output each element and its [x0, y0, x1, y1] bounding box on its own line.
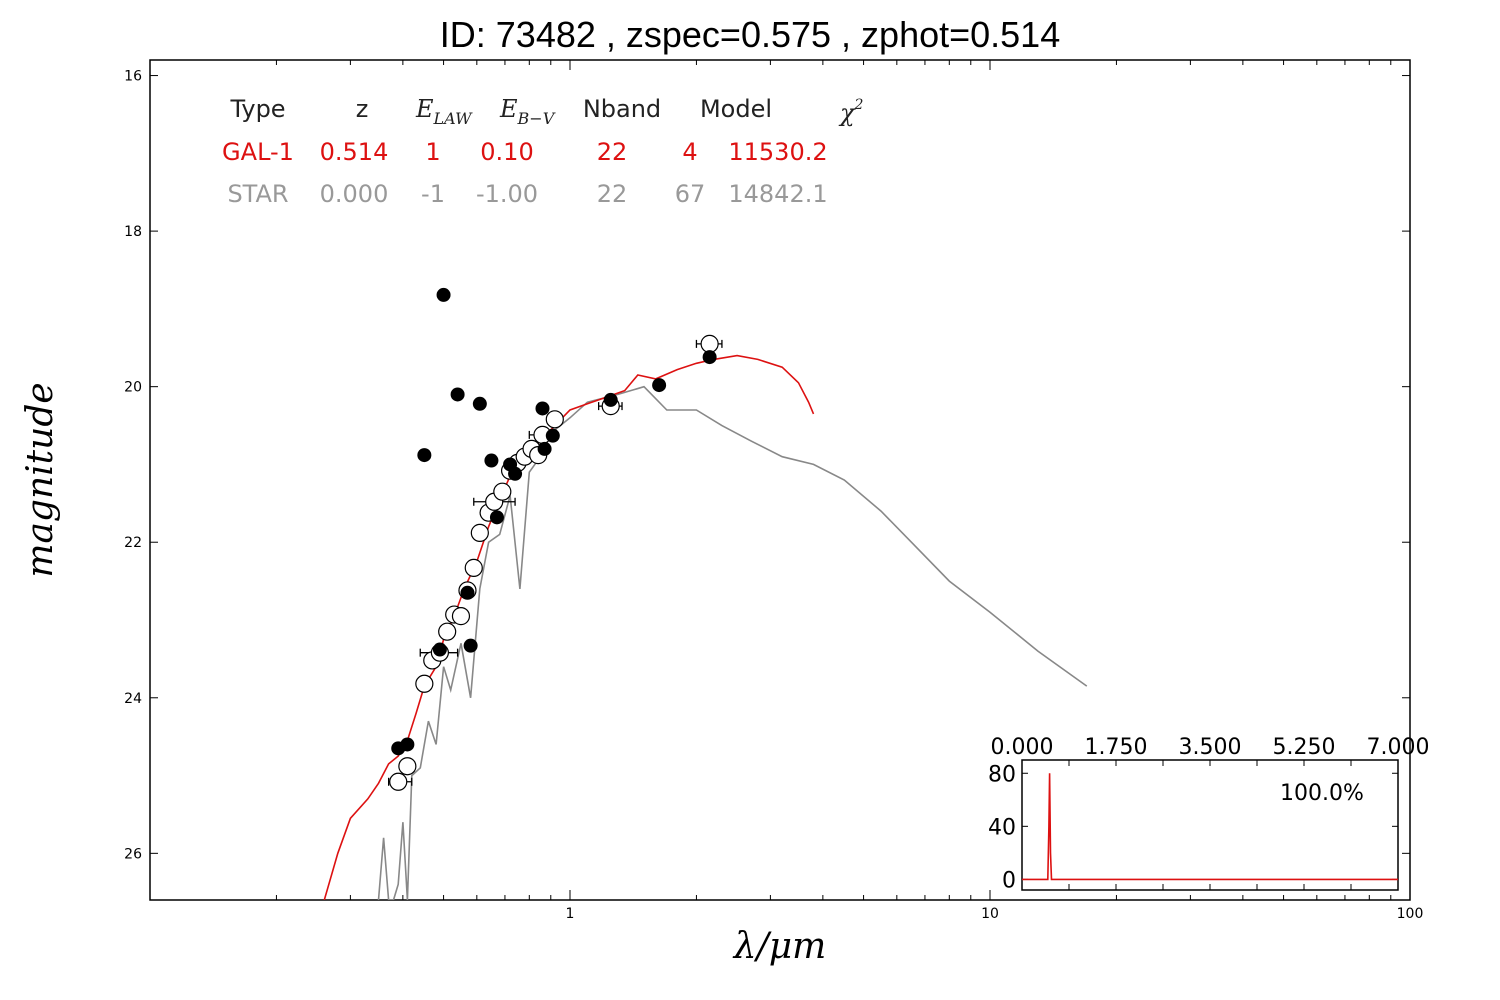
model-point — [436, 287, 451, 302]
inset-x-tick-label: 0.000 — [991, 735, 1054, 760]
observed-point — [700, 334, 719, 353]
table-cell-star: 22 — [597, 180, 628, 208]
star-spectrum-line — [377, 385, 1088, 900]
table-cell-galaxy: 1 — [425, 138, 440, 166]
y-axis-ticks: 16 18 20 22 24 26 — [124, 69, 1410, 862]
table-header-model: Model — [700, 95, 772, 123]
model-point — [545, 428, 560, 443]
model-point — [460, 585, 475, 600]
pdz-inset: 0.000 1.750 3.500 5.250 7.000 0 40 80 100.0% — [988, 735, 1429, 893]
y-tick-label: 22 — [124, 535, 142, 551]
pdz-line — [1022, 773, 1398, 881]
inset-x-tick-label: 1.750 — [1085, 735, 1148, 760]
x-tick-label: 100 — [1397, 906, 1424, 922]
table-cell-galaxy: 0.10 — [480, 138, 533, 166]
y-tick-label: 24 — [124, 691, 142, 707]
plot-border — [149, 59, 1411, 901]
inset-y-tick-label: 80 — [988, 762, 1016, 787]
model-point — [489, 510, 504, 525]
x-tick-label: 1 — [566, 906, 575, 922]
chart-title: ID: 73482 , zspec=0.575 , zphot=0.514 — [439, 14, 1061, 55]
model-point — [702, 350, 717, 365]
table-cell-galaxy: GAL-1 — [222, 138, 294, 166]
model-point — [508, 466, 523, 481]
table-header-elaw: ELAW — [415, 95, 473, 128]
table-header-ebv: EB−V — [499, 95, 556, 128]
observed-point — [545, 410, 564, 429]
inset-x-tick-label: 7.000 — [1367, 735, 1430, 760]
model-point — [603, 392, 618, 407]
y-axis-label: magnitude — [20, 382, 61, 577]
observed-point — [415, 674, 434, 693]
observed-point — [438, 622, 457, 641]
pdz-annotation: 100.0% — [1280, 781, 1364, 806]
y-tick-label: 20 — [124, 380, 142, 396]
table-cell-star: 0.000 — [320, 180, 389, 208]
observed-point — [398, 757, 417, 776]
model-point — [400, 737, 415, 752]
table-header-nband: Nband — [583, 95, 661, 123]
model-point — [472, 396, 487, 411]
observed-point — [451, 607, 471, 626]
model-points — [391, 287, 717, 756]
table-cell-galaxy: 11530.2 — [728, 138, 827, 166]
model-point — [432, 642, 447, 657]
y-tick-label: 16 — [124, 69, 142, 85]
fit-table: Type z ELAW EB−V Nband Model χ2 GAL-1 0.514 1 0.10… — [222, 95, 864, 208]
table-header-z: z — [356, 95, 369, 123]
table-cell-galaxy: 0.514 — [320, 138, 389, 166]
model-point — [484, 453, 499, 468]
inset-y-tick-label: 40 — [988, 815, 1016, 840]
table-cell-star: -1 — [421, 180, 445, 208]
inset-x-tick-label: 5.250 — [1273, 735, 1336, 760]
model-point — [535, 401, 550, 416]
table-cell-galaxy: 4 — [682, 138, 697, 166]
inset-y-tick-label: 0 — [1002, 868, 1016, 893]
model-point — [652, 378, 667, 393]
table-cell-galaxy: 22 — [597, 138, 628, 166]
table-cell-star: -1.00 — [476, 180, 538, 208]
table-header-type: Type — [229, 95, 285, 123]
y-tick-label: 18 — [124, 224, 142, 240]
observed-point — [389, 772, 408, 791]
x-axis-label: λ/μm — [732, 926, 826, 967]
observed-point — [470, 523, 489, 542]
model-point — [537, 441, 552, 456]
inset-x-tick-label: 3.500 — [1179, 735, 1242, 760]
table-cell-star: STAR — [227, 180, 288, 208]
galaxy-spectrum-line — [323, 354, 815, 900]
plot-area — [149, 59, 1411, 901]
model-point — [463, 638, 478, 653]
galaxy-model-spectrum — [323, 354, 815, 900]
table-cell-star: 14842.1 — [728, 180, 827, 208]
observed-point — [464, 558, 483, 577]
inset-frame — [1021, 759, 1399, 891]
model-point — [417, 448, 432, 463]
observed-point — [493, 482, 512, 501]
y-tick-label: 26 — [124, 846, 142, 862]
table-cell-star: 67 — [675, 180, 706, 208]
star-model-spectrum — [377, 385, 1088, 900]
model-point — [450, 387, 465, 402]
x-axis-ticks: 1 10 100 — [275, 60, 1424, 922]
table-header-chi2: χ2 — [838, 97, 864, 127]
x-tick-label: 10 — [981, 906, 999, 922]
